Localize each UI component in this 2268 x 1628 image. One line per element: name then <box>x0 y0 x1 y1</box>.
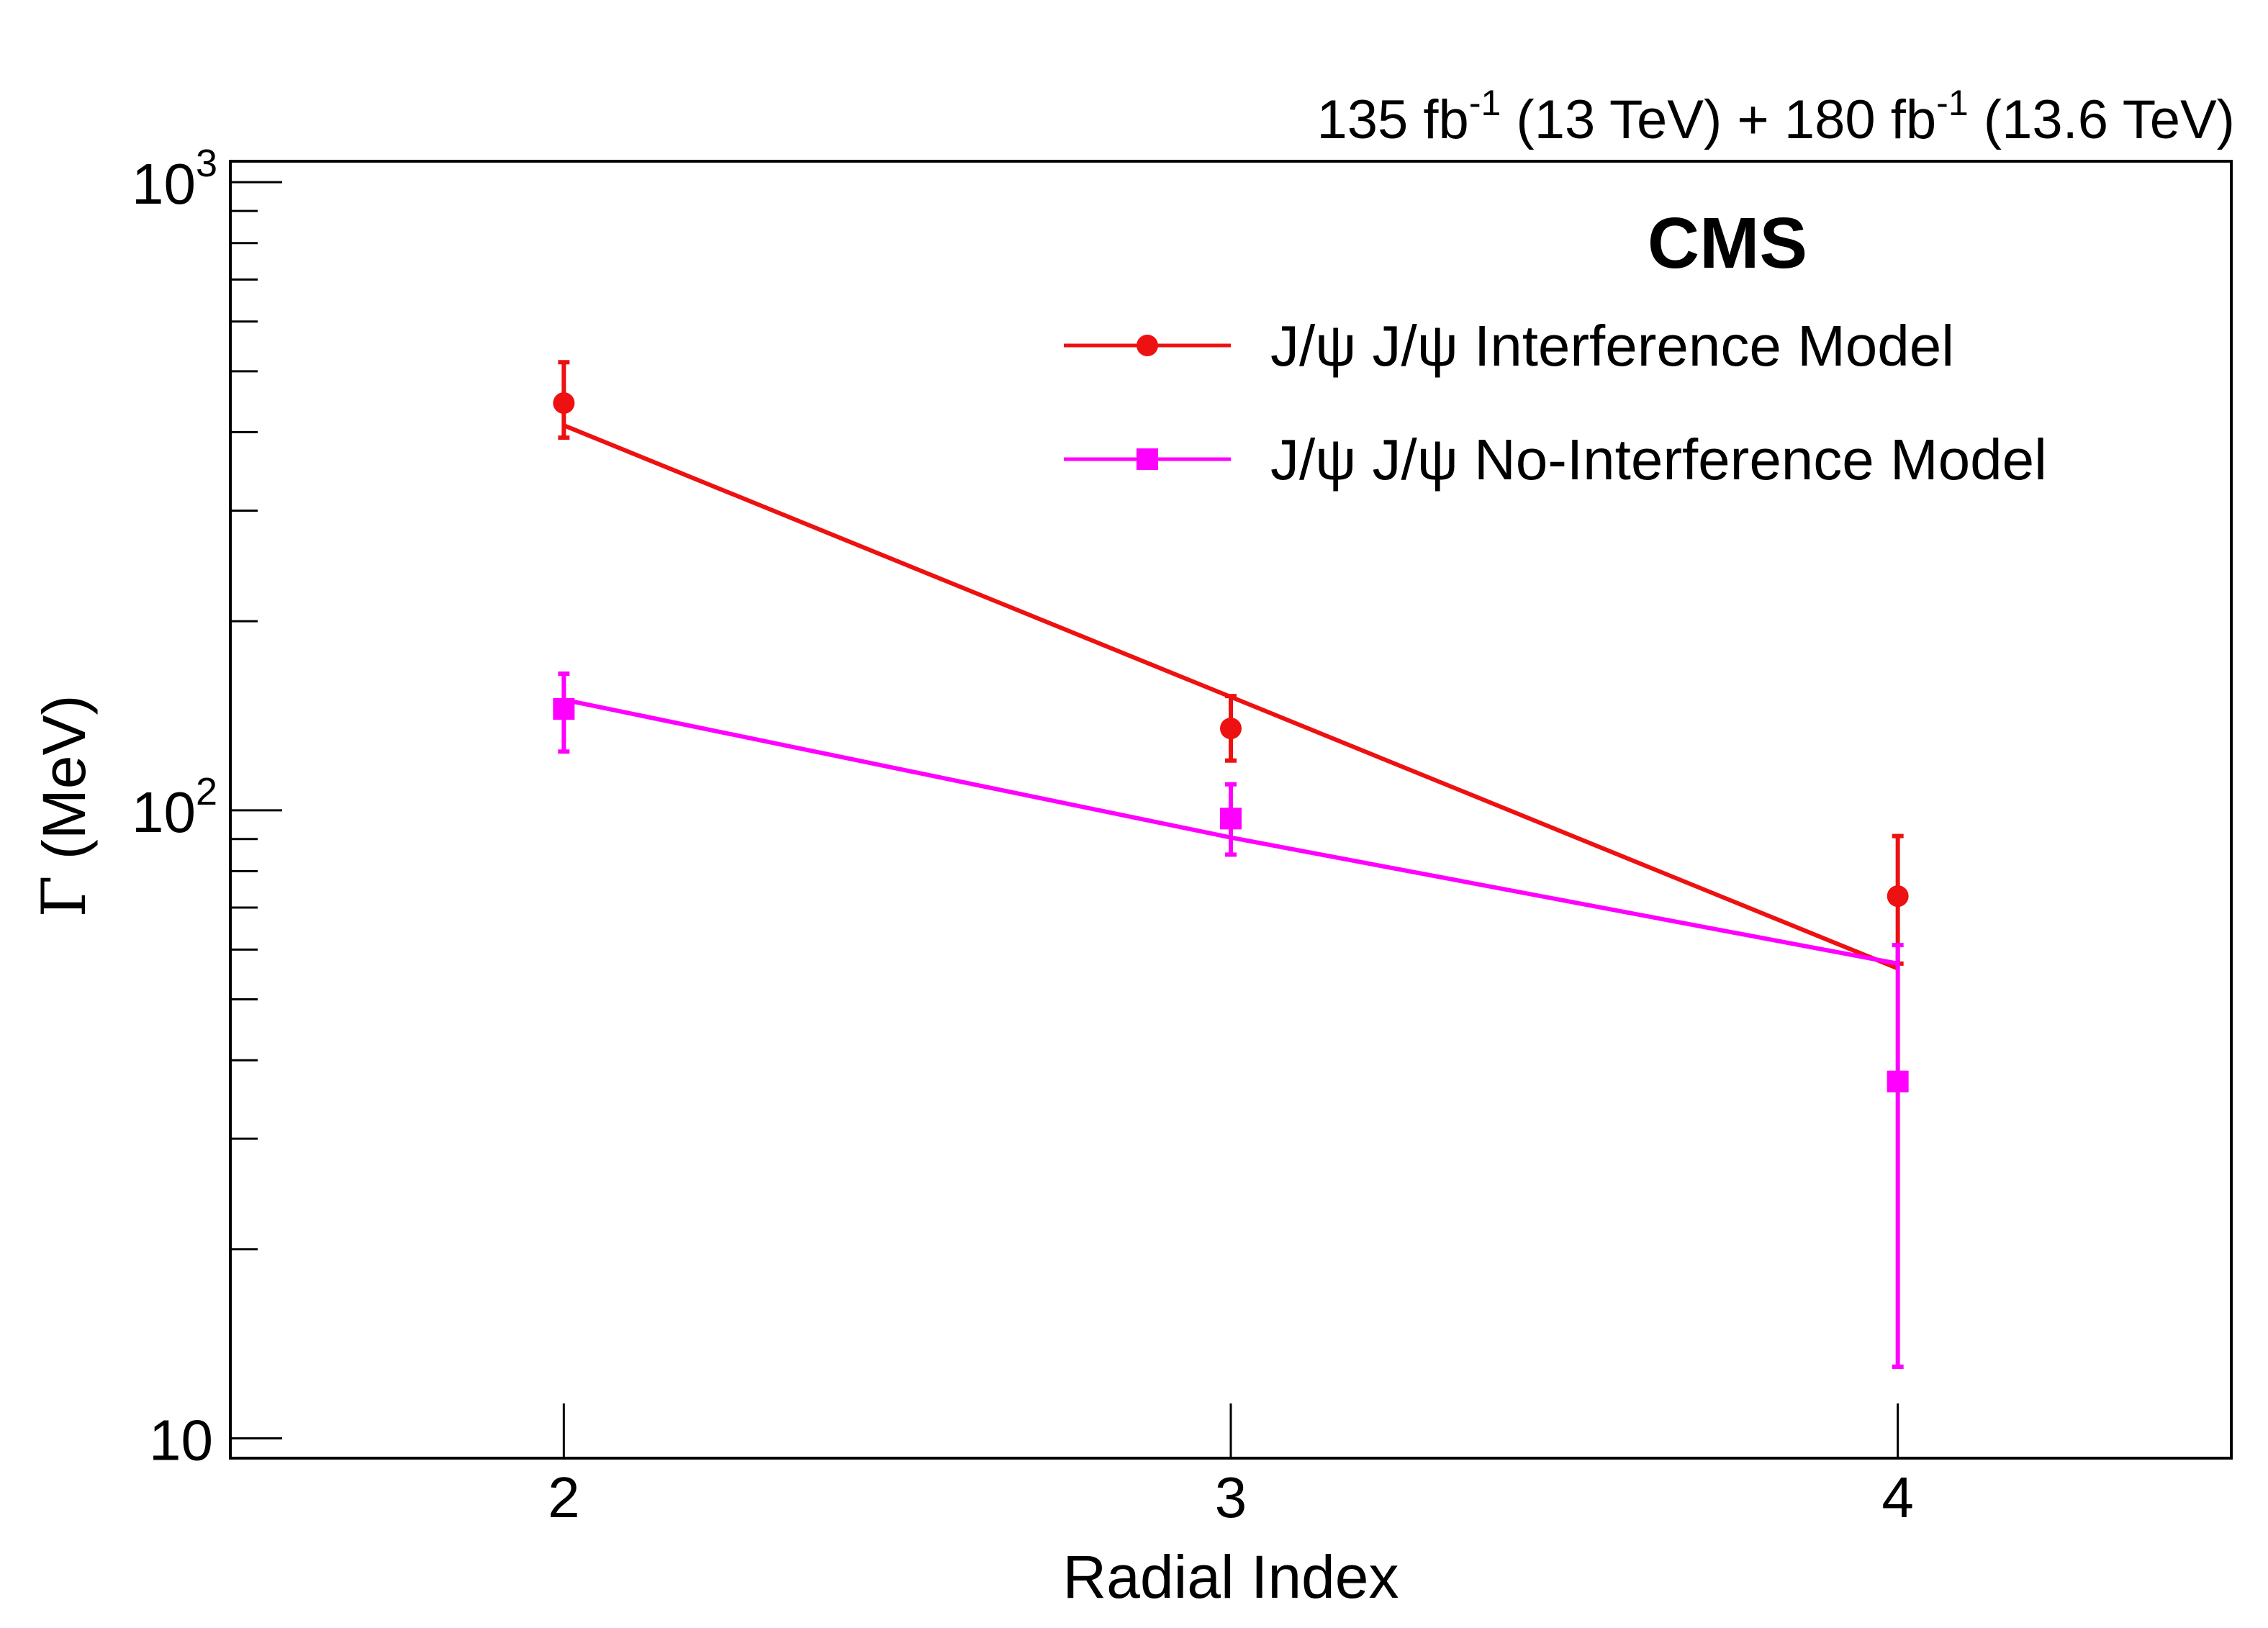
data-point <box>1887 1070 1909 1093</box>
series-2 <box>553 671 1909 1370</box>
data-point <box>553 392 575 415</box>
y-tick-base: 10 <box>132 152 196 216</box>
lumi-text-part: (13.6 TeV) <box>1969 89 2235 150</box>
data-point <box>1887 885 1909 908</box>
lumi-superscript: -1 <box>1469 83 1501 123</box>
y-tick-label: 103 <box>132 142 217 216</box>
y-tick-base: 10 <box>149 1408 213 1472</box>
data-point <box>1220 808 1242 830</box>
experiment-label: CMS <box>1648 203 1807 284</box>
luminosity-label: 135 fb-1 (13 TeV) + 180 fb-1 (13.6 TeV) <box>1317 83 2236 150</box>
x-axis-tick-labels: 2 3 4 <box>548 1465 1914 1529</box>
legend-marker <box>1137 448 1158 470</box>
legend-entry-2: J/ψ J/ψ No-Interference Model <box>1064 428 2047 492</box>
legend-label: J/ψ J/ψ Interference Model <box>1270 314 1954 378</box>
data-point <box>553 698 575 720</box>
lumi-text-part: 135 fb <box>1317 89 1469 150</box>
y-tick-label: 10 <box>149 1408 213 1472</box>
x-tick-label: 2 <box>548 1465 580 1529</box>
lumi-superscript: -1 <box>1936 83 1968 123</box>
y-axis-ticks <box>230 181 282 1439</box>
y-tick-base: 10 <box>132 780 196 844</box>
lumi-text-part: (13 TeV) + 180 fb <box>1501 89 1936 150</box>
series-1 <box>553 360 1909 971</box>
y-tick-exponent: 2 <box>196 770 217 813</box>
legend-label: J/ψ J/ψ No-Interference Model <box>1270 428 2047 492</box>
x-tick-label: 4 <box>1881 1465 1914 1529</box>
y-axis-title: Γ (MeV) <box>29 695 99 918</box>
x-axis-title: Radial Index <box>1063 1543 1399 1611</box>
y-axis-unit: (MeV) <box>30 695 98 860</box>
y-tick-label: 102 <box>132 770 217 844</box>
y-tick-exponent: 3 <box>196 142 217 185</box>
x-tick-label: 3 <box>1215 1465 1247 1529</box>
legend-marker <box>1137 335 1158 356</box>
x-axis-ticks <box>562 1403 1899 1458</box>
data-point <box>1220 718 1242 740</box>
legend-entry-1: J/ψ J/ψ Interference Model <box>1064 314 1954 378</box>
series-layer <box>553 360 1909 1370</box>
legend: J/ψ J/ψ Interference Model J/ψ J/ψ No-Int… <box>1064 314 2047 492</box>
y-axis-symbol: Γ <box>29 875 99 917</box>
